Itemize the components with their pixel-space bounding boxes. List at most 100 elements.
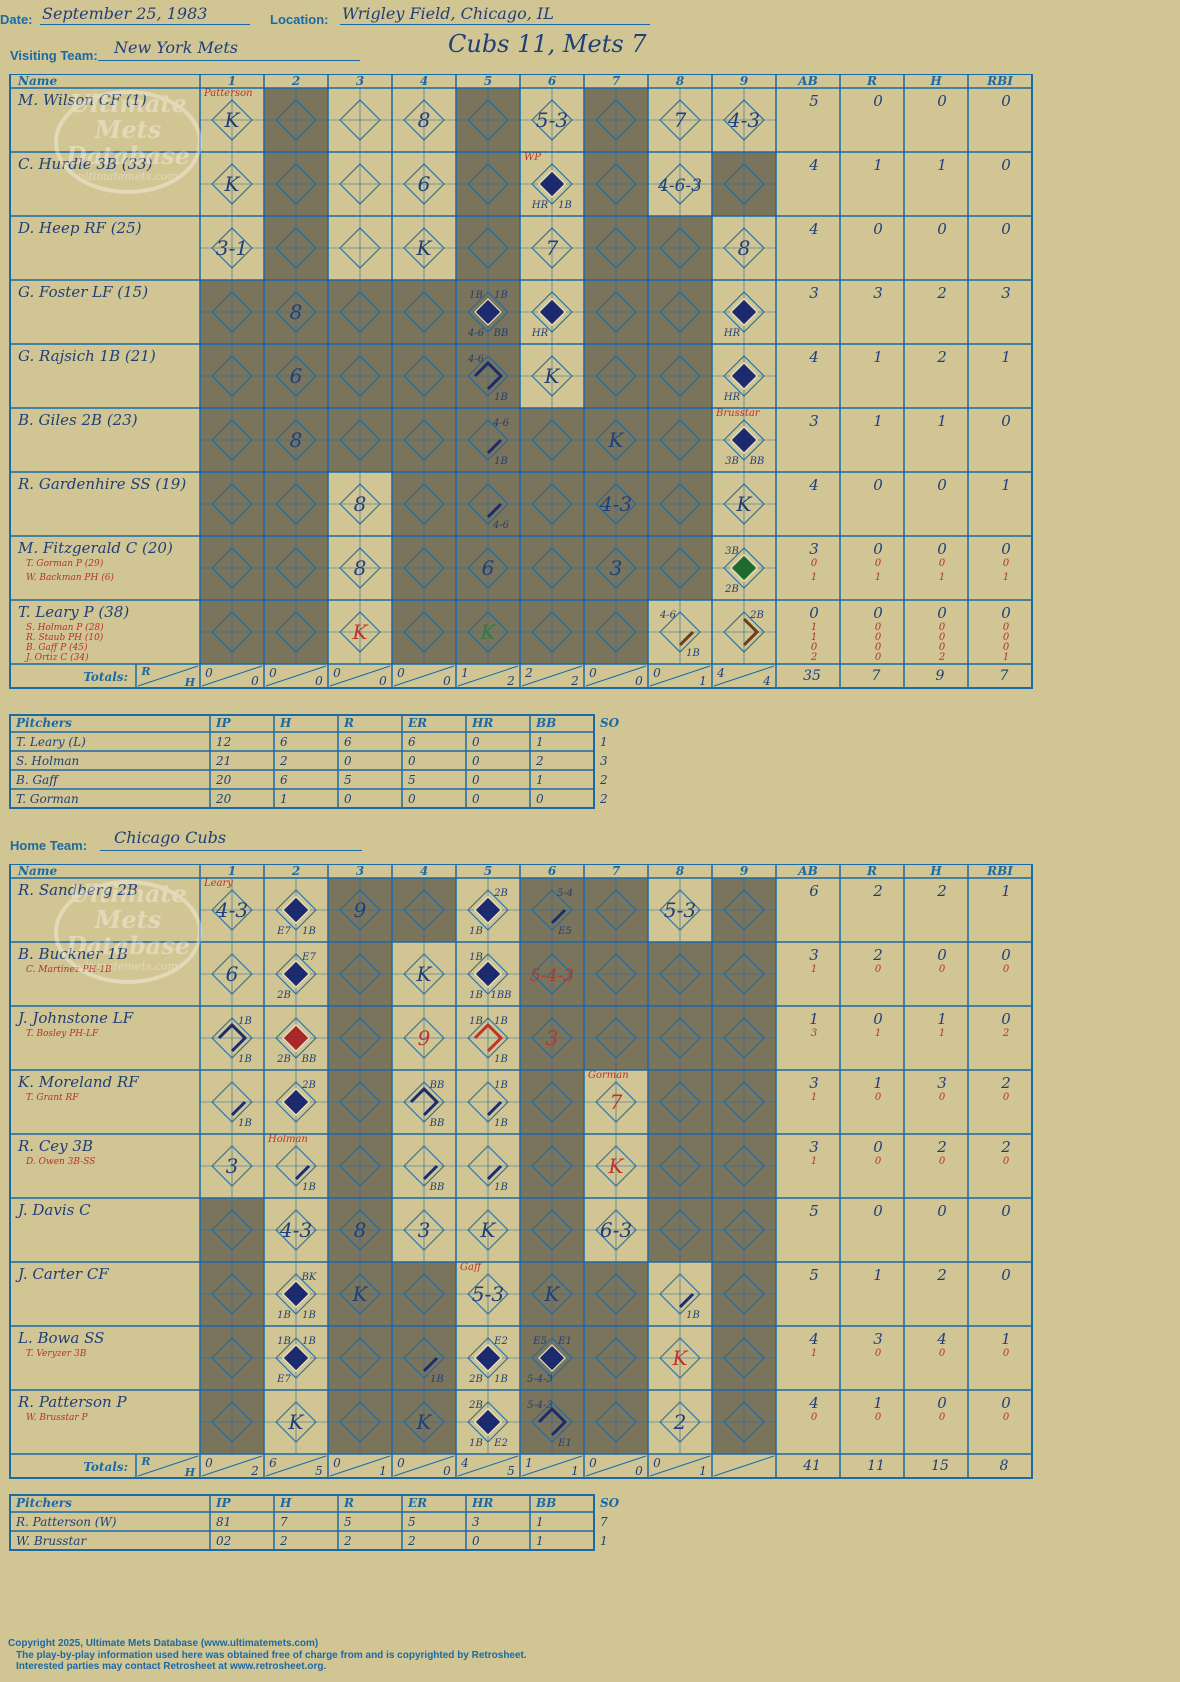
base-note: 4-6	[492, 418, 510, 429]
pitcher-stat: 1	[536, 773, 544, 787]
stat-header-r: R	[866, 74, 877, 88]
home-pitchers-grid: Pitchers IP H R ER HR BB SOR. Patterson (W) 81 7 5…	[9, 1494, 620, 1551]
run-scored-diamond	[730, 426, 758, 454]
base-path	[550, 908, 567, 925]
player-stat: 0	[873, 92, 883, 110]
player-stat: 4	[808, 1394, 819, 1412]
inning-totals-slash	[393, 1455, 455, 1477]
inning-header-7: 7	[612, 74, 621, 88]
inning-header-9: 9	[740, 864, 749, 878]
base-note: 1B	[238, 1054, 252, 1065]
pitcher-stat: 2	[535, 754, 544, 768]
player-stat: 1	[811, 1156, 817, 1167]
at-bat-result: 9	[354, 898, 367, 922]
pitcher-stat: 81	[216, 1515, 231, 1529]
team-total-stat: 7	[872, 668, 881, 684]
inning-header-3: 3	[356, 74, 364, 88]
substitute-name: T. Bosley PH-LF	[26, 1029, 99, 1039]
substitute-name: T. Gorman P (29)	[26, 558, 104, 569]
at-bat-result: 7	[610, 1090, 623, 1114]
at-bat-result: 8	[418, 108, 431, 132]
pitcher-column-header: H	[279, 716, 292, 730]
stat-header-ab: AB	[797, 74, 817, 88]
player-stat: 1	[809, 1010, 819, 1028]
player-stat: 1	[1003, 652, 1009, 663]
base-note: 1B	[494, 1054, 508, 1065]
at-bat-result: 4-3	[727, 108, 760, 132]
at-bat-result: K	[288, 1410, 305, 1434]
player-stat: 0	[875, 1348, 882, 1359]
inning-runs: 4	[716, 666, 725, 680]
team-total-stat: 15	[931, 1458, 949, 1474]
at-bat-result: 7	[674, 108, 687, 132]
home-team-label: Home Team:	[10, 838, 88, 853]
at-bat-result: 8	[354, 556, 367, 580]
base-note: 4-6	[467, 328, 485, 339]
at-bat-result: 8	[354, 492, 367, 516]
base-note: 1B	[469, 990, 483, 1001]
player-stat: 0	[1003, 1092, 1010, 1103]
watermark-line: Ultimate	[69, 879, 187, 908]
run-scored-diamond	[282, 1280, 310, 1308]
game-result: Cubs 11, Mets 7	[448, 30, 647, 58]
run-scored-diamond	[282, 896, 310, 924]
base-note: 2B	[301, 1080, 316, 1091]
player-stat: 2	[936, 348, 947, 366]
at-bat-result: 6	[418, 172, 431, 196]
at-bat-result: 3	[418, 1218, 431, 1242]
inning-runs: 0	[589, 1456, 597, 1470]
stat-header-h: H	[929, 864, 942, 878]
game-date: September 25, 1983	[42, 4, 208, 23]
pitcher-stat: 0	[536, 792, 544, 806]
pitcher-column-header: H	[279, 1496, 292, 1510]
base-note: 4-6	[659, 610, 677, 621]
pitcher-stat: 3	[472, 1515, 480, 1529]
pitcher-stat: 02	[216, 1534, 231, 1548]
base-note: 1B	[494, 1182, 508, 1193]
pitcher-name: R. Patterson (W)	[15, 1515, 117, 1529]
pitcher-column-header: BB	[535, 716, 556, 730]
player-stat: 2	[936, 284, 947, 302]
inning-hits: 1	[699, 1464, 707, 1478]
run-scored-diamond	[282, 1088, 310, 1116]
totals-h-label: H	[184, 1466, 196, 1479]
inning-hits: 1	[699, 674, 707, 688]
at-bat-result: K	[736, 492, 753, 516]
pitcher-change-note: Gaff	[460, 1262, 483, 1273]
pitcher-change-note: Brusstar	[715, 408, 761, 419]
base-note: 2B	[724, 584, 739, 595]
substitute-name: B. Gaff P (45)	[25, 642, 88, 653]
substitute-name: T. Grant RF	[26, 1093, 79, 1103]
player-stat: 1	[811, 964, 817, 975]
base-path	[217, 1022, 248, 1053]
pitcher-column-header: SO	[600, 716, 620, 730]
pitcher-column-header: Pitchers	[15, 716, 72, 730]
player-stat: 1	[1001, 1330, 1011, 1348]
base-note: 1B	[277, 1310, 291, 1321]
pitcher-stat: 6	[408, 735, 416, 749]
base-note: HR	[531, 200, 549, 211]
at-bat-result: K	[224, 172, 241, 196]
pitcher-column-header: HR	[471, 1496, 493, 1510]
player-stat: 0	[937, 946, 947, 964]
run-scored-diamond	[282, 960, 310, 988]
retrosheet-credit: The play-by-play information used here w…	[16, 1650, 527, 1661]
pitcher-stat: 2	[343, 1534, 352, 1548]
player-stat: 0	[809, 604, 819, 622]
substitute-name: W. Brusstar P	[26, 1413, 88, 1423]
base-note: BB	[429, 1118, 445, 1129]
scorecard-border	[9, 864, 1033, 1479]
player-stat: 0	[811, 558, 818, 569]
player-stat: 0	[873, 476, 883, 494]
pitcher-stat: 0	[472, 773, 480, 787]
player-stat: 1	[937, 156, 947, 174]
pitcher-stat: 5	[344, 1515, 352, 1529]
player-name: G. Rajsich 1B (21)	[18, 347, 156, 365]
pitcher-stat: 20	[215, 792, 232, 806]
base-path	[486, 502, 503, 519]
inning-totals-slash	[585, 665, 647, 687]
player-stat: 0	[873, 540, 883, 558]
base-path	[486, 1164, 503, 1181]
base-note: BB	[301, 1054, 317, 1065]
